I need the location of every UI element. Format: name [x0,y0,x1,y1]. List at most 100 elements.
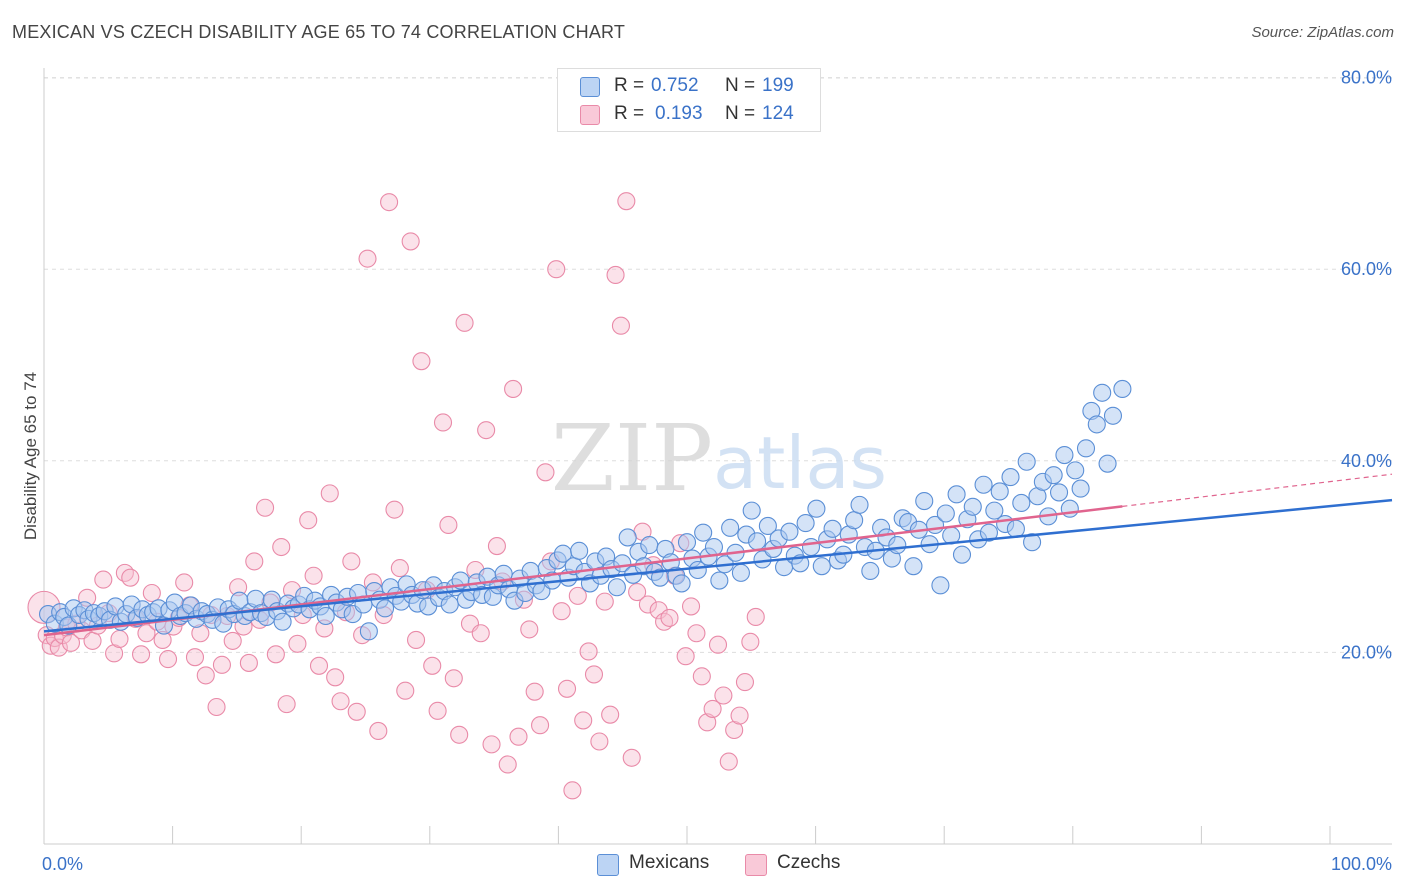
czechs-point [536,463,555,482]
czechs-point [584,665,604,684]
mexicans-point [1055,446,1074,465]
czechs-point [256,498,275,517]
chart-title: MEXICAN VS CZECH DISABILITY AGE 65 TO 74… [12,22,626,42]
mexicans-point [1049,483,1069,502]
czechs-point [444,669,463,688]
mexicans-point [758,516,777,535]
mexicans-point [1103,406,1123,425]
czechs-point [482,735,501,754]
mexicans-point [947,485,966,504]
czechs-point [525,682,544,701]
mexicans-point [1001,468,1020,487]
mexicans-point [748,532,767,551]
czechs-point [347,702,366,721]
czechs-point [692,667,711,686]
czechs-point [628,582,647,602]
czechs-point [687,624,706,643]
czechs-point [326,668,345,687]
mexicans-point [1071,479,1090,498]
czechs-point [622,748,641,767]
czechs-point [547,260,566,279]
czechs-point [498,755,517,774]
czechs-point [142,583,161,603]
mexicans-point [861,561,880,581]
czechs-point [450,725,469,744]
czechs-swatch [745,854,767,876]
watermark-zip: ZIP [551,405,713,512]
czechs-point [406,630,426,649]
mexicans-point [375,599,395,618]
mexicans-point [1006,519,1025,538]
czechs-point [477,421,496,440]
mexicans-point [845,511,864,530]
czechs-point [110,629,129,649]
czechs-point [266,645,285,664]
czechs-point [703,699,722,718]
czechs-point [714,686,733,705]
czechs-point [94,570,113,589]
mexicans-point [904,557,923,576]
watermark-atlas: atlas [713,421,887,505]
czechs-point [358,249,377,268]
czechs-point [223,631,242,650]
mexicans-point [1044,466,1063,485]
czechs-point [412,352,431,371]
czechs-point [509,727,528,746]
mexicans-point [931,576,950,595]
czechs-point [196,666,215,685]
mexicans-point [888,536,907,555]
czechs-point [601,705,620,724]
czechs-point [638,595,657,614]
correlation-legend: R = 0.752 N = 199 R = 0.193 N = 124 [557,68,821,132]
czechs-point [331,692,350,711]
czechs-point [299,511,318,530]
mexicans-point [963,497,982,516]
mexicans-swatch [597,854,619,876]
mexicans-point [985,501,1004,520]
czechs-point [557,679,577,698]
czechs-point [396,681,415,700]
czechs-point [380,193,399,212]
czechs-point [288,634,307,653]
legend-r-czechs: 0.193 [655,103,703,124]
czechs-point [61,633,81,652]
czechs-point [606,265,625,284]
czechs-point [590,732,609,751]
czechs-point [735,673,755,692]
czechs-point [504,379,523,399]
mexicans-point [721,518,740,537]
czechs-point [428,701,447,720]
czechs-point [342,552,361,571]
czechs-point [698,713,717,732]
mexicans-swatch [580,77,600,97]
czechs-point [272,537,291,557]
legend-n-czechs: 124 [762,103,794,124]
trend-lines [43,473,1393,637]
mexicans-point [780,522,799,541]
czechs-point [390,559,409,578]
mexicans-point [1093,383,1112,402]
czechs-point [175,573,194,592]
mexicans-point [974,475,993,494]
czechs-point [531,716,550,735]
mexicans-point [1012,493,1031,513]
y-tick-label: 20.0% [1341,642,1392,662]
mexicans-point [607,578,626,597]
czechs-point [121,568,140,587]
mexicans-point [677,533,697,552]
mexicans-point [823,519,842,538]
czechs-point [185,648,205,667]
czechs-point [520,620,539,639]
czechs-point [568,586,587,605]
mexicans-point [316,606,335,626]
legend-r-label: R = [614,103,645,124]
y-axis-label: Disability Age 65 to 74 [21,372,40,540]
legend-n-mexicans: 199 [762,75,794,96]
mexicans-label: Mexicans [629,852,710,873]
czechs-point [611,316,630,335]
czechs-point [439,515,458,535]
mexicans-point [990,482,1009,501]
mexicans-point [640,536,659,555]
mexicans-point [742,501,761,520]
czechs-point [455,313,474,332]
